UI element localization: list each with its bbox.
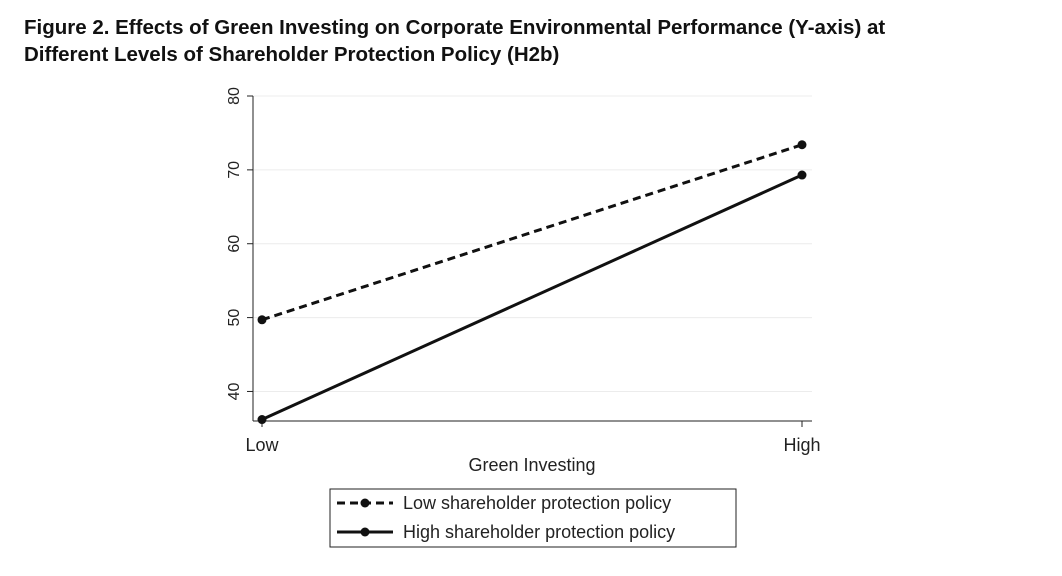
figure-title: Figure 2. Effects of Green Investing on … [24, 14, 1034, 68]
series [257, 140, 807, 425]
legend-label: Low shareholder protection policy [403, 493, 671, 513]
series-2 [257, 170, 807, 425]
x-axis-ticks: Low High [245, 421, 821, 455]
y-tick-label: 60 [226, 235, 243, 253]
legend-item-2: High shareholder protection policy [337, 522, 675, 542]
legend-marker [360, 498, 370, 508]
legend-box [329, 488, 737, 548]
x-tick-label: High [783, 435, 820, 455]
legend-marker [360, 527, 370, 537]
y-tick-label: 40 [226, 382, 243, 400]
legend-item-1: Low shareholder protection policy [337, 493, 671, 513]
x-axis-title: Green Investing [468, 455, 595, 475]
y-tick-label: 80 [226, 87, 243, 105]
gridlines [253, 95, 812, 392]
figure-title-line-1: Figure 2. Effects of Green Investing on … [24, 16, 886, 39]
axes [252, 96, 812, 422]
figure-title-line-2: Different Levels of Shareholder Protecti… [24, 43, 560, 66]
legend: Low shareholder protection policy High sh… [329, 488, 737, 548]
y-tick-label: 70 [226, 161, 243, 179]
data-point [797, 140, 807, 150]
y-axis-ticks: 40 50 60 70 80 [226, 87, 253, 400]
series-1 [257, 140, 807, 325]
series-line [261, 143, 803, 322]
data-point [257, 415, 267, 425]
legend-label: High shareholder protection policy [403, 522, 675, 542]
data-point [257, 315, 267, 325]
x-tick-label: Low [245, 435, 279, 455]
data-point [797, 170, 807, 180]
series-line [261, 173, 803, 421]
y-tick-label: 50 [226, 309, 243, 327]
